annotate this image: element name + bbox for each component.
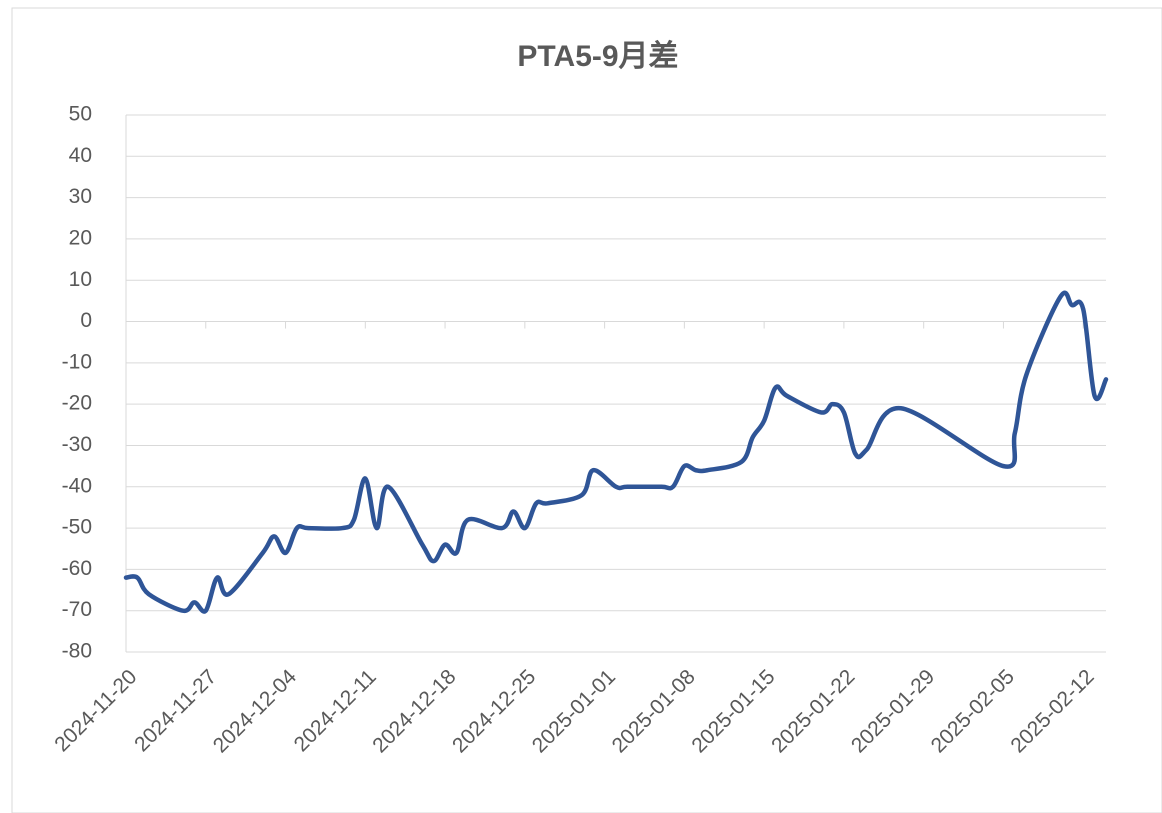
y-tick-label: 10 — [69, 268, 92, 291]
chart-title: PTA5-9月差 — [517, 40, 678, 73]
chart-border — [11, 7, 1162, 813]
y-tick-label: 30 — [69, 185, 92, 208]
y-tick-label: -30 — [62, 433, 92, 456]
y-tick-label: -50 — [62, 516, 92, 539]
y-tick-label: -70 — [62, 598, 92, 621]
y-tick-label: -80 — [62, 640, 92, 663]
data-line — [123, 290, 1109, 614]
y-tick-label: 40 — [69, 144, 92, 167]
y-tick-label: -60 — [62, 557, 92, 580]
y-tick-label: -10 — [62, 350, 92, 373]
y-tick-label: -20 — [62, 392, 92, 415]
y-tick-label: 0 — [80, 309, 92, 332]
y-tick-label: 20 — [69, 226, 92, 249]
y-tick-label: 50 — [69, 103, 92, 126]
y-tick-label: -40 — [62, 474, 92, 497]
